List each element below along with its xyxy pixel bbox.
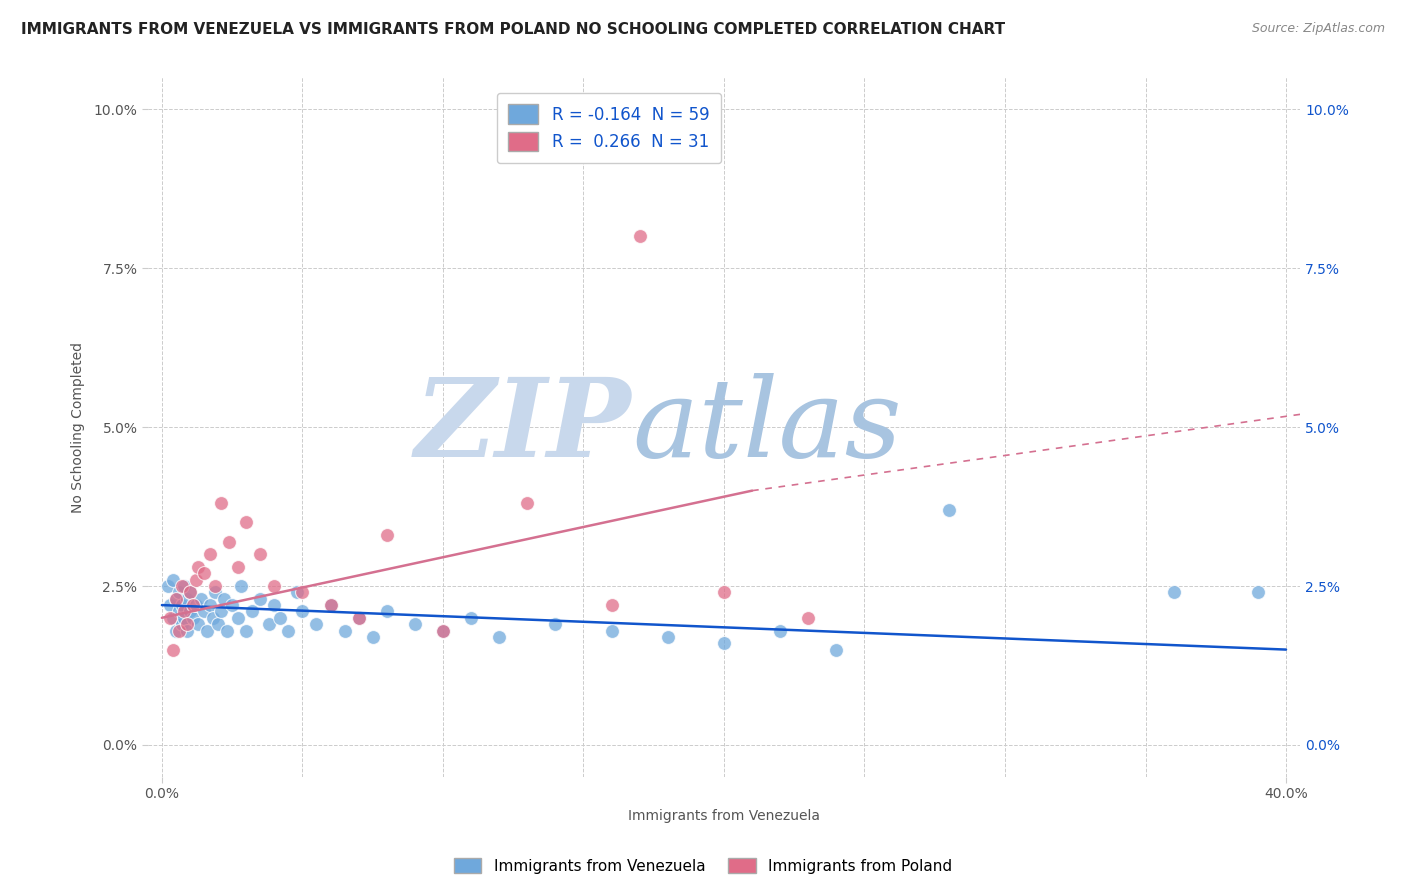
Point	[375, 604, 398, 618]
Point	[156, 579, 179, 593]
Point	[769, 624, 792, 638]
Point	[173, 604, 195, 618]
Point	[249, 591, 271, 606]
Point	[181, 611, 204, 625]
Point	[257, 617, 280, 632]
Point	[544, 617, 567, 632]
Point	[333, 624, 356, 638]
Point	[179, 604, 201, 618]
Point	[226, 560, 249, 574]
Point	[173, 579, 195, 593]
Point	[269, 611, 291, 625]
Point	[1163, 585, 1185, 599]
Point	[165, 591, 187, 606]
Point	[207, 617, 229, 632]
Point	[159, 598, 181, 612]
Point	[797, 611, 820, 625]
Point	[432, 624, 454, 638]
Point	[628, 229, 651, 244]
Point	[162, 573, 184, 587]
Point	[240, 604, 263, 618]
Point	[600, 598, 623, 612]
Point	[170, 579, 193, 593]
Point	[404, 617, 426, 632]
Point	[713, 636, 735, 650]
Point	[291, 585, 314, 599]
Point	[198, 547, 221, 561]
Point	[285, 585, 308, 599]
Point	[235, 624, 257, 638]
Point	[193, 604, 215, 618]
Point	[212, 591, 235, 606]
Point	[179, 585, 201, 599]
Point	[825, 642, 848, 657]
Point	[162, 611, 184, 625]
Point	[263, 598, 285, 612]
Point	[176, 624, 198, 638]
Point	[460, 611, 482, 625]
Text: ZIP: ZIP	[415, 374, 631, 481]
Point	[170, 598, 193, 612]
Point	[221, 598, 243, 612]
Point	[671, 146, 693, 161]
Legend: R = -0.164  N = 59, R =  0.266  N = 31: R = -0.164 N = 59, R = 0.266 N = 31	[496, 93, 721, 163]
Point	[209, 604, 232, 618]
Point	[176, 617, 198, 632]
Point	[249, 547, 271, 561]
Point	[361, 630, 384, 644]
Point	[235, 516, 257, 530]
Point	[195, 624, 218, 638]
Point	[204, 579, 226, 593]
Point	[600, 624, 623, 638]
Point	[215, 624, 238, 638]
Point	[229, 579, 252, 593]
Point	[319, 598, 342, 612]
Point	[516, 496, 538, 510]
Point	[657, 630, 679, 644]
Point	[291, 604, 314, 618]
Point	[375, 528, 398, 542]
Point	[167, 585, 190, 599]
Text: Source: ZipAtlas.com: Source: ZipAtlas.com	[1251, 22, 1385, 36]
Point	[193, 566, 215, 581]
Point	[347, 611, 370, 625]
X-axis label: Immigrants from Venezuela: Immigrants from Venezuela	[628, 809, 820, 823]
Point	[1247, 585, 1270, 599]
Point	[170, 617, 193, 632]
Point	[176, 591, 198, 606]
Point	[173, 611, 195, 625]
Point	[187, 617, 209, 632]
Point	[488, 630, 510, 644]
Point	[209, 496, 232, 510]
Point	[167, 604, 190, 618]
Point	[277, 624, 299, 638]
Point	[181, 598, 204, 612]
Point	[218, 534, 240, 549]
Point	[201, 611, 224, 625]
Point	[179, 585, 201, 599]
Point	[347, 611, 370, 625]
Point	[198, 598, 221, 612]
Text: atlas: atlas	[631, 374, 901, 481]
Point	[187, 560, 209, 574]
Point	[432, 624, 454, 638]
Point	[165, 591, 187, 606]
Point	[204, 585, 226, 599]
Point	[167, 624, 190, 638]
Point	[938, 502, 960, 516]
Point	[263, 579, 285, 593]
Point	[305, 617, 328, 632]
Point	[184, 573, 207, 587]
Y-axis label: No Schooling Completed: No Schooling Completed	[72, 342, 86, 513]
Point	[165, 624, 187, 638]
Legend: Immigrants from Venezuela, Immigrants from Poland: Immigrants from Venezuela, Immigrants fr…	[449, 852, 957, 880]
Text: IMMIGRANTS FROM VENEZUELA VS IMMIGRANTS FROM POLAND NO SCHOOLING COMPLETED CORRE: IMMIGRANTS FROM VENEZUELA VS IMMIGRANTS …	[21, 22, 1005, 37]
Point	[319, 598, 342, 612]
Point	[190, 591, 212, 606]
Point	[159, 611, 181, 625]
Point	[184, 598, 207, 612]
Point	[713, 585, 735, 599]
Point	[162, 642, 184, 657]
Point	[226, 611, 249, 625]
